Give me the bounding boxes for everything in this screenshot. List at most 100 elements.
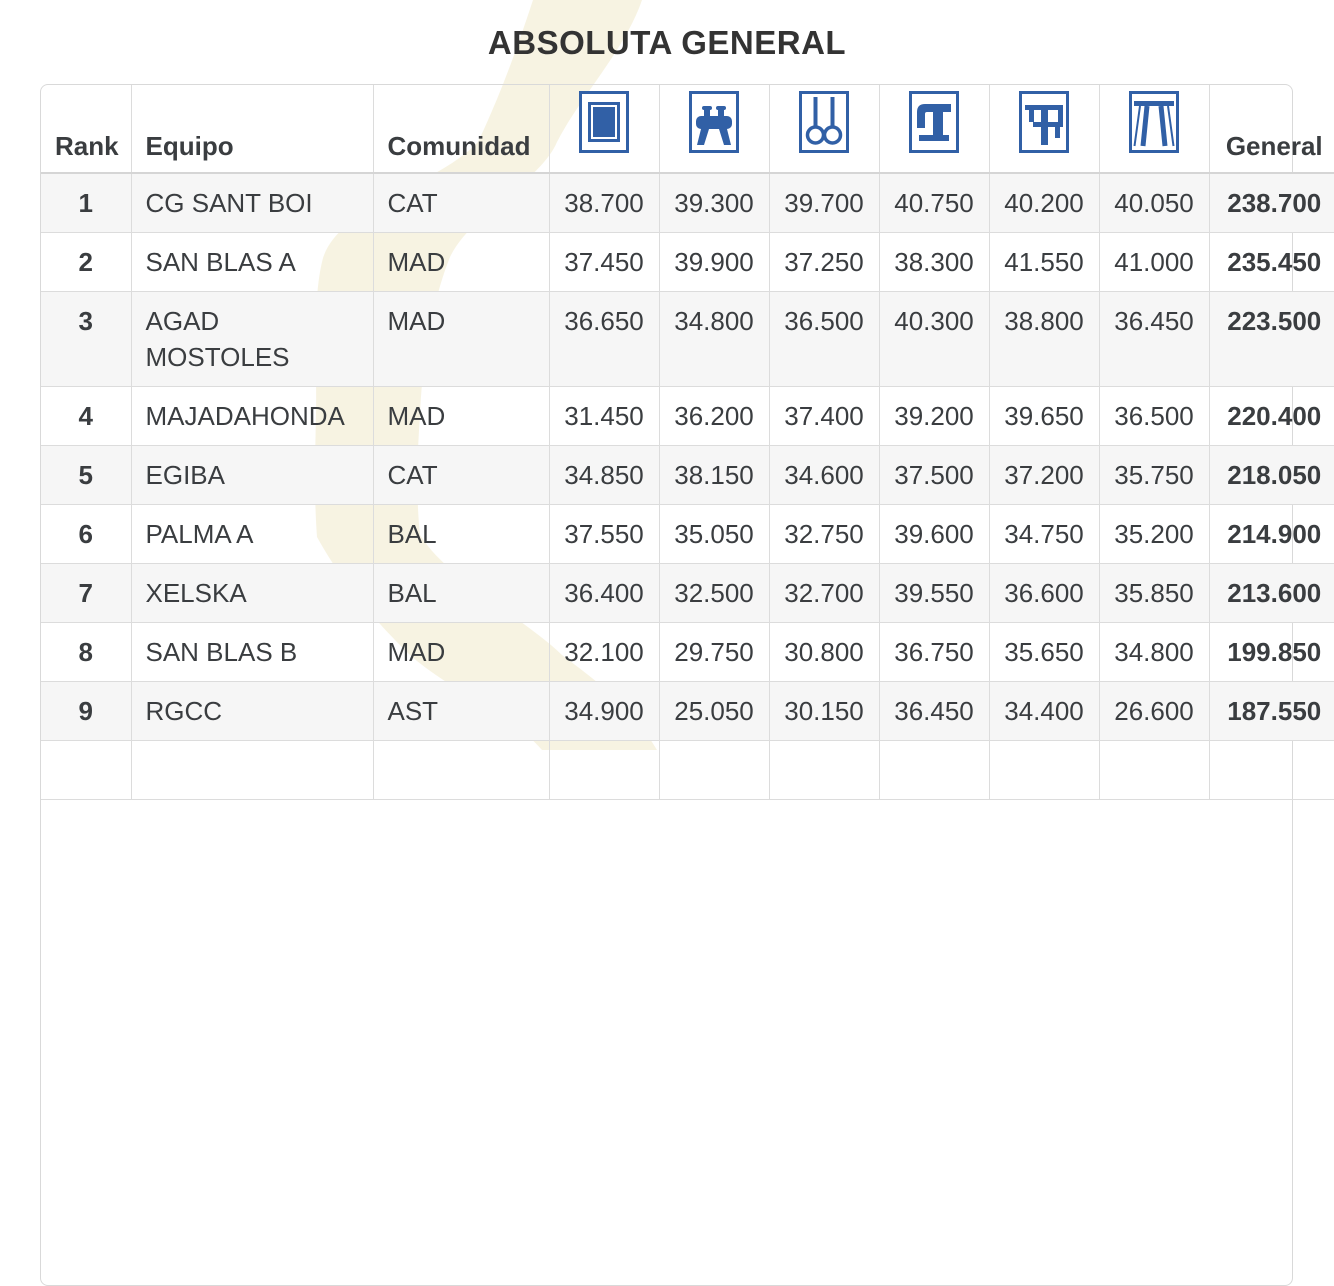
score-cell-pommel-horse: 39.900 (658, 232, 769, 292)
table-header: Rank Equipo Comunidad (41, 85, 1334, 174)
score-cell-vault: 39.550 (878, 563, 989, 623)
score-cell-parallel-bars: 35.650 (988, 622, 1099, 682)
region-cell (372, 740, 549, 800)
table-row: 5 EGIBA CAT 34.850 38.150 34.600 37.500 … (41, 445, 1334, 505)
floor-icon (579, 91, 629, 153)
score-cell-rings: 30.150 (768, 681, 879, 741)
score-cell-pommel-horse (658, 740, 769, 800)
rank-cell: 2 (41, 232, 131, 292)
score-cell-floor: 36.400 (548, 563, 659, 623)
score-cell-floor: 32.100 (548, 622, 659, 682)
score-cell-floor: 38.700 (548, 173, 659, 233)
score-cell-horizontal-bar: 40.050 (1098, 173, 1209, 233)
score-cell-horizontal-bar: 35.850 (1098, 563, 1209, 623)
score-cell-pommel-horse: 35.050 (658, 504, 769, 564)
region-cell: CAT (372, 445, 549, 505)
total-cell: 187.550 (1208, 681, 1334, 741)
score-cell-vault: 37.500 (878, 445, 989, 505)
team-cell: SAN BLAS B (130, 622, 373, 682)
score-cell-floor: 37.550 (548, 504, 659, 564)
score-cell-floor: 34.900 (548, 681, 659, 741)
table-row: 2 SAN BLAS A MAD 37.450 39.900 37.250 38… (41, 232, 1334, 292)
region-cell: MAD (372, 622, 549, 682)
table-row (41, 740, 1334, 800)
score-cell-rings: 32.750 (768, 504, 879, 564)
total-cell: 220.400 (1208, 386, 1334, 446)
score-cell-horizontal-bar: 36.450 (1098, 291, 1209, 387)
table-row: 1 CG SANT BOI CAT 38.700 39.300 39.700 4… (41, 173, 1334, 233)
score-cell-rings: 34.600 (768, 445, 879, 505)
team-cell: AGAD MOSTOLES (130, 291, 373, 387)
score-cell-horizontal-bar: 36.500 (1098, 386, 1209, 446)
region-cell: BAL (372, 504, 549, 564)
team-cell: EGIBA (130, 445, 373, 505)
region-cell: MAD (372, 291, 549, 387)
header-row: Rank Equipo Comunidad (41, 85, 1334, 174)
score-cell-parallel-bars: 36.600 (988, 563, 1099, 623)
score-cell-vault: 39.600 (878, 504, 989, 564)
team-cell: MAJADAHONDA (130, 386, 373, 446)
header-apparatus-horizontal-bar (1098, 85, 1209, 174)
rank-cell: 3 (41, 291, 131, 387)
header-rank: Rank (41, 85, 131, 174)
score-cell-pommel-horse: 25.050 (658, 681, 769, 741)
table-row: 9 RGCC AST 34.900 25.050 30.150 36.450 3… (41, 681, 1334, 741)
rank-cell: 7 (41, 563, 131, 623)
rank-cell: 9 (41, 681, 131, 741)
score-cell-pommel-horse: 29.750 (658, 622, 769, 682)
score-cell-parallel-bars: 39.650 (988, 386, 1099, 446)
score-cell-floor (548, 740, 659, 800)
score-cell-horizontal-bar: 41.000 (1098, 232, 1209, 292)
team-cell: SAN BLAS A (130, 232, 373, 292)
score-cell-pommel-horse: 39.300 (658, 173, 769, 233)
header-apparatus-pommel-horse (658, 85, 769, 174)
score-cell-pommel-horse: 32.500 (658, 563, 769, 623)
header-total: General (1208, 85, 1334, 174)
total-cell: 218.050 (1208, 445, 1334, 505)
results-card: Rank Equipo Comunidad (40, 84, 1334, 1286)
header-region: Comunidad (372, 85, 549, 174)
rank-cell: 6 (41, 504, 131, 564)
score-cell-pommel-horse: 38.150 (658, 445, 769, 505)
horizontal-bar-icon (1129, 91, 1179, 153)
header-apparatus-floor (548, 85, 659, 174)
table-row: 7 XELSKA BAL 36.400 32.500 32.700 39.550… (41, 563, 1334, 623)
total-cell: 238.700 (1208, 173, 1334, 233)
rank-cell: 1 (41, 173, 131, 233)
score-cell-vault: 36.750 (878, 622, 989, 682)
score-cell-rings: 30.800 (768, 622, 879, 682)
team-cell (130, 740, 373, 800)
total-cell (1208, 740, 1334, 800)
region-cell: MAD (372, 386, 549, 446)
rank-cell: 4 (41, 386, 131, 446)
score-cell-floor: 31.450 (548, 386, 659, 446)
table-row: 6 PALMA A BAL 37.550 35.050 32.750 39.60… (41, 504, 1334, 564)
region-cell: CAT (372, 173, 549, 233)
total-cell: 223.500 (1208, 291, 1334, 387)
total-cell: 235.450 (1208, 232, 1334, 292)
vault-icon (909, 91, 959, 153)
score-cell-horizontal-bar: 35.200 (1098, 504, 1209, 564)
rank-cell: 8 (41, 622, 131, 682)
score-cell-horizontal-bar: 34.800 (1098, 622, 1209, 682)
total-cell: 199.850 (1208, 622, 1334, 682)
score-cell-floor: 36.650 (548, 291, 659, 387)
results-table: Rank Equipo Comunidad (41, 85, 1334, 800)
rings-icon (799, 91, 849, 153)
region-cell: BAL (372, 563, 549, 623)
header-apparatus-vault (878, 85, 989, 174)
page-title: ABSOLUTA GENERAL (487, 24, 847, 61)
score-cell-rings: 37.250 (768, 232, 879, 292)
header-apparatus-rings (768, 85, 879, 174)
score-cell-vault: 40.300 (878, 291, 989, 387)
table-row: 8 SAN BLAS B MAD 32.100 29.750 30.800 36… (41, 622, 1334, 682)
table-row: 3 AGAD MOSTOLES MAD 36.650 34.800 36.500… (41, 291, 1334, 387)
region-cell: MAD (372, 232, 549, 292)
score-cell-rings: 39.700 (768, 173, 879, 233)
score-cell-rings (768, 740, 879, 800)
total-cell: 213.600 (1208, 563, 1334, 623)
score-cell-vault: 38.300 (878, 232, 989, 292)
score-cell-floor: 37.450 (548, 232, 659, 292)
rank-cell (41, 740, 131, 800)
score-cell-parallel-bars (988, 740, 1099, 800)
